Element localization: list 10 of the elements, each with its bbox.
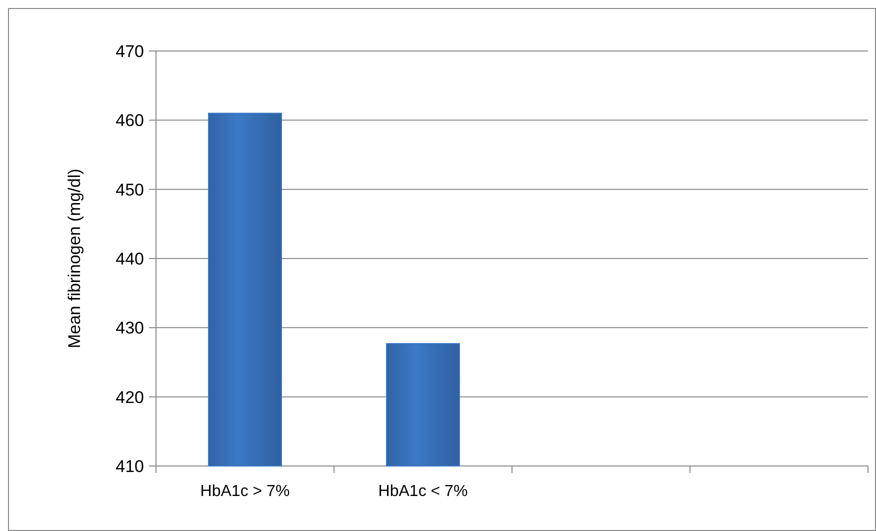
x-tick-label: HbA1c < 7% (378, 483, 468, 500)
y-tick-label: 410 (116, 456, 144, 476)
y-tick-label: 440 (116, 249, 144, 268)
y-tick-label: 450 (116, 180, 144, 200)
x-tick-label: HbA1c > 7% (200, 483, 290, 500)
y-tick-label: 430 (116, 318, 144, 338)
y-tick-label: 470 (116, 42, 144, 61)
y-tick-label: 460 (116, 111, 144, 130)
y-tick-label: 420 (116, 388, 144, 407)
y-axis-title: Mean fibrinogen (mg/dl) (65, 168, 84, 348)
